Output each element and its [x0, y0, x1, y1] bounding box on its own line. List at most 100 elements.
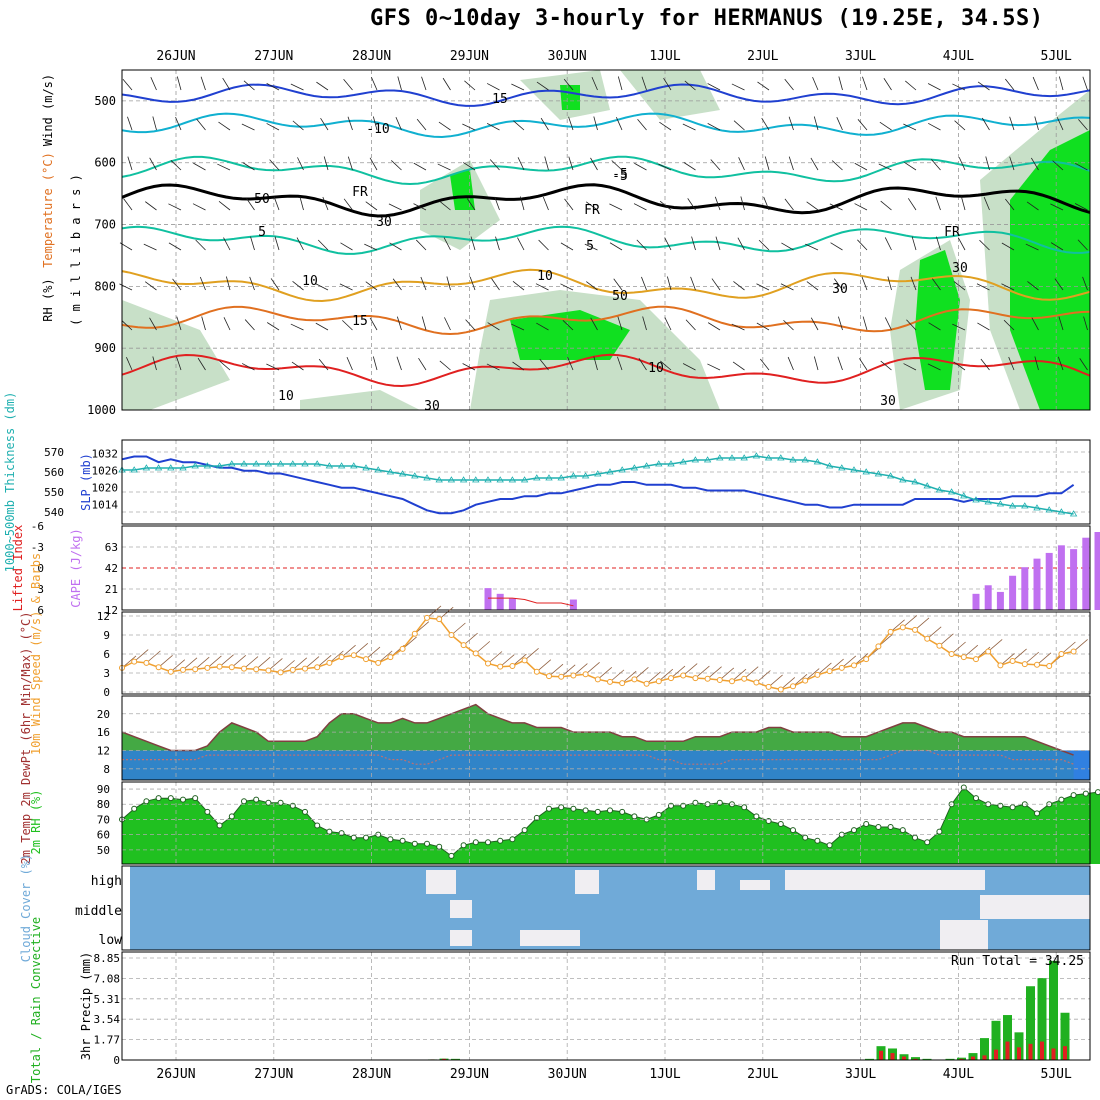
wind-barb: [172, 278, 182, 291]
cape-tick-label: 12: [105, 604, 118, 617]
wind-barb: [609, 669, 625, 683]
convective-precip-bar: [959, 1058, 964, 1060]
thickness-marker: [703, 456, 712, 463]
top-day-label: 3JUL: [845, 49, 876, 64]
wind-barb: [491, 278, 500, 291]
wind-barb: [788, 116, 794, 131]
thickness-marker: [191, 462, 199, 469]
wind-marker: [350, 652, 357, 659]
contour-label: FR: [352, 185, 368, 200]
wind-barb: [219, 654, 234, 667]
thickness-marker: [240, 460, 248, 467]
wind-barb: [495, 236, 500, 251]
wind-barb: [758, 239, 770, 251]
convective-precip-bar: [1063, 1046, 1067, 1060]
panel-frame: [121, 69, 1091, 411]
wind-barb: [243, 656, 259, 669]
wind-barb: [1083, 316, 1088, 331]
wind-barb: [854, 203, 868, 211]
wind-barb: [1077, 239, 1088, 251]
thickness-marker: [301, 460, 309, 467]
wind-barb: [862, 76, 868, 91]
wind-marker: [497, 663, 504, 670]
rh-marker: [863, 821, 870, 827]
wind-barb: [927, 363, 941, 371]
wind-barb: [1056, 117, 1064, 131]
thickness-marker: [154, 464, 163, 471]
wind-barb: [323, 156, 329, 171]
wind-barb: [710, 159, 721, 171]
wind-barb: [980, 358, 990, 371]
wind-marker: [387, 654, 394, 661]
wind-barb: [315, 283, 329, 291]
wind-barb: [1050, 203, 1064, 211]
wind-barb: [320, 117, 329, 131]
panel-frame: [121, 611, 1091, 695]
cape-tick-label: 42: [105, 562, 118, 575]
wind-barb: [182, 657, 198, 671]
wind-marker: [716, 676, 723, 683]
wind-barb: [593, 356, 598, 371]
contour-label: 15: [492, 92, 508, 107]
wind-barb: [952, 323, 966, 331]
wind-barb: [695, 665, 710, 679]
rh-tick-label: 60: [97, 829, 110, 842]
wind-barb: [149, 317, 157, 331]
wind-tick-label: 3: [103, 667, 110, 680]
wind-barb: [560, 242, 574, 251]
wind-barb: [1012, 648, 1027, 662]
wind-barb: [664, 317, 672, 331]
temp-tick-label: 12: [97, 744, 110, 757]
thickness-marker: [618, 466, 626, 473]
wind-barb: [763, 196, 770, 211]
wind-marker: [472, 650, 479, 657]
wind-barb: [339, 283, 353, 291]
wind-barb: [660, 360, 672, 371]
wind-barb: [218, 121, 231, 131]
wind-barb: [246, 198, 255, 211]
wind-marker: [558, 673, 565, 680]
wind-barb: [421, 316, 427, 331]
wind-barb: [1058, 316, 1064, 331]
wind-barb: [364, 243, 378, 251]
wind-barb: [539, 358, 549, 371]
y-axis-label-slp: SLP (mb): [79, 453, 93, 511]
rh-tick-label: 90: [97, 783, 110, 796]
y-axis-label-precip: 3hr Precip (mm): [79, 952, 93, 1060]
wind-barb: [780, 677, 796, 690]
cloud-level-label: high: [91, 874, 122, 889]
top-day-label: 1JUL: [649, 49, 680, 64]
thickness-marker: [655, 460, 663, 467]
wind-barb: [192, 203, 206, 211]
wind-marker: [265, 667, 272, 674]
wind-barb: [369, 157, 378, 171]
wind-barb: [353, 642, 369, 656]
thickness-marker: [630, 464, 639, 471]
wind-barb: [292, 657, 308, 671]
wind-barb: [231, 654, 247, 668]
rh-marker: [363, 834, 369, 841]
total-precip-bar: [980, 1038, 989, 1060]
cape-bar: [972, 593, 980, 610]
wind-marker: [826, 668, 833, 675]
wind-marker: [436, 616, 443, 623]
wind-barb: [756, 670, 771, 683]
wind-marker: [936, 642, 943, 649]
thickness-marker: [764, 454, 773, 461]
panel-frame: [121, 695, 1091, 781]
wind-barb: [1082, 76, 1088, 91]
wind-barb: [346, 356, 353, 371]
wind-barb: [219, 360, 231, 371]
li-tick-label: 0: [37, 562, 44, 575]
wind-marker: [302, 665, 308, 672]
thickness-marker: [740, 454, 748, 461]
top-day-label: 5JUL: [1041, 49, 1072, 64]
wind-barb: [928, 122, 941, 131]
rh-shade-core: [450, 170, 475, 210]
wind-marker: [765, 683, 772, 690]
wind-barb: [905, 80, 917, 91]
contour-label: 30: [376, 215, 392, 230]
panel-frame: [121, 865, 1091, 951]
wind-marker: [607, 678, 613, 685]
thickness-marker: [801, 456, 809, 463]
